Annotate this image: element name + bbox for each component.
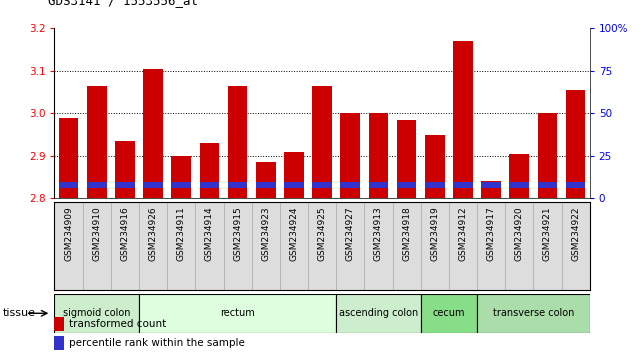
Bar: [453, 182, 473, 188]
Bar: [256, 182, 276, 188]
Bar: [477, 294, 590, 333]
Bar: [425, 135, 445, 198]
Text: GSM234922: GSM234922: [571, 206, 580, 261]
Bar: [425, 182, 445, 188]
Bar: [481, 182, 501, 188]
Bar: [312, 86, 332, 198]
Bar: [115, 182, 135, 188]
Text: transverse colon: transverse colon: [493, 308, 574, 318]
Bar: [87, 86, 106, 198]
Bar: [510, 182, 529, 188]
Bar: [284, 152, 304, 198]
Bar: [143, 69, 163, 198]
Bar: [171, 182, 191, 188]
Bar: [54, 294, 139, 333]
Text: transformed count: transformed count: [69, 319, 166, 329]
Text: GSM234914: GSM234914: [205, 206, 214, 261]
Text: GSM234927: GSM234927: [345, 206, 354, 261]
Bar: [369, 182, 388, 188]
Text: GSM234915: GSM234915: [233, 206, 242, 261]
Bar: [340, 113, 360, 198]
Bar: [453, 41, 473, 198]
Bar: [284, 182, 304, 188]
Bar: [171, 156, 191, 198]
Text: GSM234924: GSM234924: [290, 206, 299, 261]
Text: GSM234912: GSM234912: [458, 206, 467, 261]
Text: tissue: tissue: [3, 308, 36, 318]
Text: GSM234917: GSM234917: [487, 206, 495, 261]
Bar: [228, 182, 247, 188]
Bar: [340, 182, 360, 188]
Text: GSM234918: GSM234918: [402, 206, 411, 261]
Bar: [538, 113, 557, 198]
Bar: [59, 182, 78, 188]
Text: GSM234921: GSM234921: [543, 206, 552, 261]
Bar: [510, 154, 529, 198]
Bar: [312, 182, 332, 188]
Bar: [199, 182, 219, 188]
Bar: [199, 143, 219, 198]
Bar: [420, 294, 477, 333]
Text: GDS3141 / 1553556_at: GDS3141 / 1553556_at: [48, 0, 198, 7]
Text: GSM234916: GSM234916: [121, 206, 129, 261]
Bar: [397, 182, 417, 188]
Bar: [59, 118, 78, 198]
Bar: [566, 90, 585, 198]
Text: GSM234925: GSM234925: [317, 206, 327, 261]
Text: rectum: rectum: [221, 308, 255, 318]
Bar: [397, 120, 417, 198]
Text: cecum: cecum: [433, 308, 465, 318]
Bar: [538, 182, 557, 188]
Bar: [228, 86, 247, 198]
Text: percentile rank within the sample: percentile rank within the sample: [69, 338, 244, 348]
Bar: [143, 182, 163, 188]
Bar: [256, 162, 276, 198]
Bar: [369, 113, 388, 198]
Bar: [336, 294, 420, 333]
Text: sigmoid colon: sigmoid colon: [63, 308, 131, 318]
Text: GSM234923: GSM234923: [262, 206, 271, 261]
Bar: [87, 182, 106, 188]
Bar: [481, 181, 501, 198]
Text: GSM234911: GSM234911: [177, 206, 186, 261]
Text: GSM234926: GSM234926: [149, 206, 158, 261]
Text: GSM234920: GSM234920: [515, 206, 524, 261]
Text: GSM234910: GSM234910: [92, 206, 101, 261]
Text: GSM234909: GSM234909: [64, 206, 73, 261]
Text: GSM234919: GSM234919: [430, 206, 439, 261]
Bar: [115, 141, 135, 198]
Text: ascending colon: ascending colon: [339, 308, 418, 318]
Bar: [566, 182, 585, 188]
Bar: [139, 294, 336, 333]
Text: GSM234913: GSM234913: [374, 206, 383, 261]
